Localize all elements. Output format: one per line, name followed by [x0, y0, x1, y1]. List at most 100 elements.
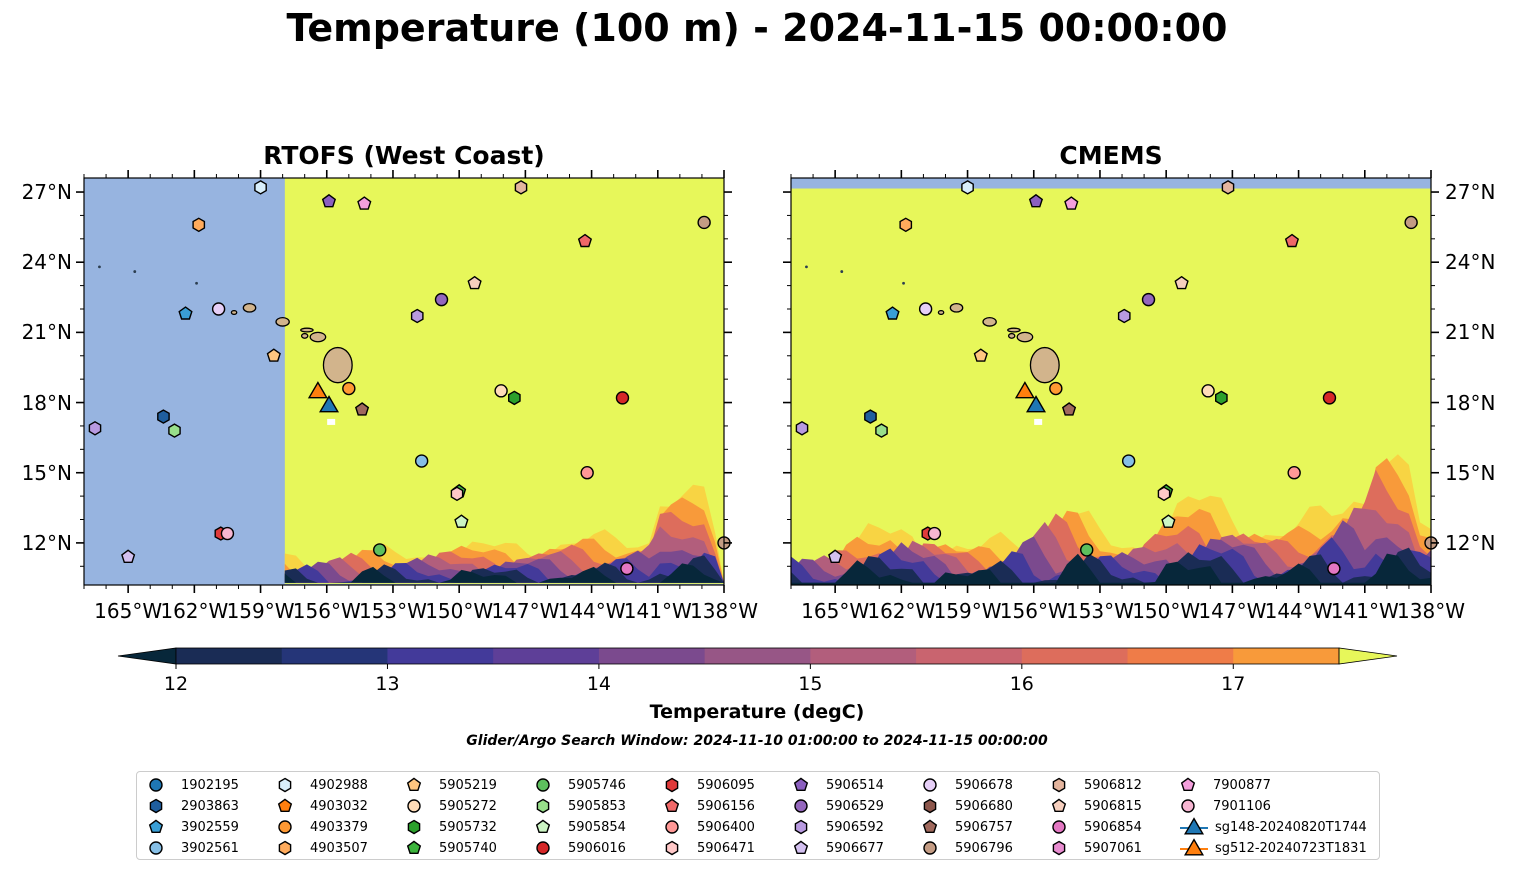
- legend-label: 5906016: [568, 840, 626, 856]
- legend-circle: [278, 820, 292, 834]
- colorbar-tick-label: 17: [1221, 673, 1246, 695]
- islet: [840, 270, 844, 273]
- argo-float-5906812: [514, 180, 528, 195]
- islet: [902, 281, 905, 285]
- legend-marker: [149, 841, 163, 855]
- legend-label: 4903032: [310, 798, 368, 814]
- lon-tick-label: 138°W: [690, 599, 758, 623]
- temperature-contour: [791, 507, 1431, 585]
- island: [275, 316, 290, 327]
- legend-marker: [794, 799, 808, 813]
- lat-tick-label: 21°N: [1445, 320, 1496, 345]
- legend-marker: [922, 819, 938, 834]
- argo-float-4903507: [192, 217, 206, 233]
- colorbar-bin: [281, 648, 388, 664]
- legend-item: 5906400: [663, 817, 755, 837]
- nodata-strip: [791, 178, 1431, 189]
- colorbar-label: Temperature (degC): [649, 701, 865, 723]
- island: [300, 332, 309, 339]
- argo-float-5906677: [828, 549, 843, 563]
- legend-pentagon: [664, 798, 680, 813]
- argo-float-7901106: [220, 526, 235, 541]
- glider-sg512-20240723T1831: [307, 381, 328, 399]
- legend-label: 5906156: [697, 798, 755, 814]
- legend-label: 5906854: [1084, 819, 1142, 835]
- argo-float-5906514: [1028, 193, 1044, 208]
- island: [309, 331, 327, 343]
- legend-item: 7901106: [1179, 796, 1271, 816]
- legend-item: 5906678: [921, 775, 1013, 795]
- legend-pentagon: [793, 777, 809, 792]
- argo-float-5906678: [211, 302, 226, 316]
- lon-tick-label: 141°W: [623, 599, 692, 623]
- colorbar-extend-max: [1338, 647, 1398, 665]
- legend-label: 5906095: [697, 777, 755, 793]
- island: [1007, 332, 1016, 339]
- argo-float-5906678: [918, 302, 933, 316]
- colorbar-tick-label: 12: [163, 673, 189, 695]
- legend-marker: [665, 777, 679, 793]
- argo-float-5906592: [88, 420, 102, 436]
- temperature-contour: [791, 537, 1431, 585]
- map-frame: [790, 177, 1432, 586]
- argo-float-5906677: [121, 549, 136, 563]
- argo-float-5905853: [168, 423, 181, 438]
- legend-marker: [923, 841, 937, 855]
- legend-pentagon: [793, 840, 809, 855]
- legend-pentagon: [922, 819, 938, 834]
- legend-marker: [407, 819, 421, 835]
- colorbar-tick-label: 15: [798, 673, 823, 695]
- legend-pentagon: [406, 840, 422, 855]
- legend-label: sg512-20240723T1831: [1215, 840, 1367, 856]
- legend-label: 5905740: [439, 840, 497, 856]
- legend-triangle: [1183, 838, 1205, 856]
- lat-tick-label: 24°N: [1445, 250, 1496, 275]
- legend-circle: [1052, 820, 1066, 834]
- legend-marker: [665, 820, 679, 834]
- legend-item: 4903032: [276, 796, 368, 816]
- legend-label: 5907061: [1084, 840, 1142, 856]
- argo-float-5906854: [1327, 561, 1341, 576]
- legend-label: 5905732: [439, 819, 497, 835]
- lat-tick-label: 27°N: [21, 180, 72, 205]
- island: [1007, 327, 1021, 333]
- legend-label: 5906815: [1084, 798, 1142, 814]
- legend-label: 2903863: [181, 798, 239, 814]
- legend-marker: [1051, 798, 1067, 813]
- legend-pentagon: [148, 819, 164, 834]
- legend-circle: [149, 841, 163, 855]
- lat-tick-label: 15°N: [21, 460, 72, 485]
- legend-item: 5905740: [405, 838, 497, 858]
- legend-hexagon: [1052, 777, 1066, 793]
- lon-tick-label: 141°W: [1330, 599, 1399, 623]
- lat-tick-label: 12°N: [21, 530, 72, 555]
- legend-marker: [536, 778, 550, 792]
- argo-float-5906757: [1061, 402, 1077, 416]
- argo-float-5905732: [508, 390, 521, 406]
- colorbar-tick-label: 14: [586, 673, 611, 695]
- legend-circle: [794, 799, 808, 813]
- legend-item: 5905853: [534, 796, 626, 816]
- search-window-text: Glider/Argo Search Window: 2024-11-10 01…: [466, 733, 1048, 749]
- panel-title-rtofs: RTOFS (West Coast): [263, 141, 545, 170]
- legend-marker: [278, 777, 292, 793]
- argo-float-7901106: [927, 526, 942, 541]
- colorbar-bin: [810, 648, 917, 664]
- argo-float-5906796: [1404, 215, 1418, 230]
- legend-marker: [1052, 820, 1066, 834]
- legend-label: 5905272: [439, 798, 497, 814]
- argo-float-3902561: [414, 454, 429, 468]
- legend-marker: [406, 840, 422, 855]
- argo-float-5905272: [494, 384, 508, 398]
- legend-label: 5906796: [955, 840, 1013, 856]
- missing-data-patch: [1034, 418, 1043, 425]
- lon-tick-label: 138°W: [1397, 599, 1465, 623]
- lat-tick-label: 18°N: [1445, 390, 1496, 415]
- legend-item: 5907061: [1050, 838, 1142, 858]
- island: [949, 302, 964, 313]
- legend-marker: [536, 798, 550, 814]
- argo-float-5906592: [795, 420, 809, 436]
- legend-circle: [149, 778, 163, 792]
- argo-float-5905854: [454, 514, 469, 528]
- legend-item: 3902559: [147, 817, 239, 837]
